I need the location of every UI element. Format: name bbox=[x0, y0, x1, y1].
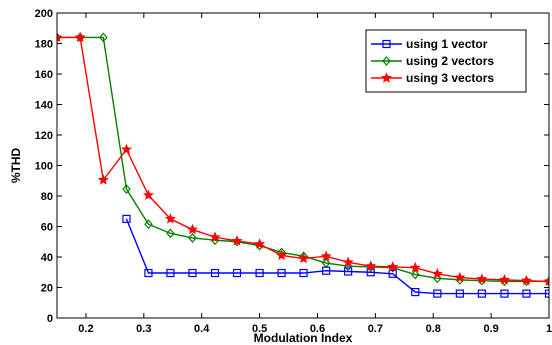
data-point bbox=[122, 184, 131, 195]
data-point bbox=[498, 274, 510, 285]
data-point bbox=[97, 174, 109, 185]
y-tick-label: 80 bbox=[41, 191, 53, 203]
legend-marker bbox=[382, 56, 391, 66]
y-axis-label: %THD bbox=[9, 148, 23, 184]
legend: using 1 vector using 2 vectors using 3 vec… bbox=[365, 29, 527, 93]
x-tick-label: 0.5 bbox=[252, 323, 267, 335]
legend-marker bbox=[382, 39, 391, 49]
data-point bbox=[476, 273, 488, 284]
data-point bbox=[299, 268, 308, 278]
y-tick-label: 140 bbox=[35, 100, 53, 112]
data-point bbox=[411, 287, 420, 297]
data-point bbox=[255, 268, 264, 278]
data-point bbox=[142, 189, 154, 200]
data-point bbox=[122, 214, 131, 223]
legend-label: using 2 vectors bbox=[406, 54, 494, 68]
data-point bbox=[144, 268, 153, 278]
data-point bbox=[455, 289, 464, 298]
data-point bbox=[210, 268, 220, 278]
data-point bbox=[254, 238, 266, 249]
data-point bbox=[544, 289, 549, 298]
data-point bbox=[365, 260, 377, 271]
x-tick-label: 0.9 bbox=[483, 323, 498, 335]
data-point bbox=[431, 267, 443, 279]
legend-marker bbox=[380, 72, 393, 83]
x-axis-label: Modulation Index bbox=[254, 331, 353, 345]
y-tick-label: 180 bbox=[35, 39, 53, 51]
data-point bbox=[209, 231, 221, 242]
data-point bbox=[74, 31, 86, 43]
data-point bbox=[231, 235, 243, 246]
data-point bbox=[320, 250, 332, 261]
legend-entry: using 1 vector bbox=[371, 37, 488, 51]
legend-entry: using 3 vectors bbox=[371, 71, 494, 85]
data-point bbox=[277, 268, 286, 278]
data-point bbox=[500, 289, 509, 298]
data-point bbox=[543, 275, 549, 287]
data-point bbox=[342, 256, 354, 268]
series-layer bbox=[57, 31, 549, 298]
data-point bbox=[387, 261, 399, 272]
data-point bbox=[57, 31, 63, 43]
data-point bbox=[477, 289, 486, 298]
data-point bbox=[144, 219, 153, 230]
ticks: 0.2 0.3 0.4 0.5 0.6 0.7 0.8 0.9 1 0 20 40 60 80 100 120… bbox=[35, 8, 552, 335]
x-tick-label: 0.3 bbox=[136, 323, 151, 335]
y-tick-label: 0 bbox=[47, 313, 53, 325]
y-tick-label: 20 bbox=[41, 283, 53, 295]
data-point bbox=[99, 32, 108, 43]
data-point bbox=[188, 233, 197, 243]
y-tick-label: 120 bbox=[35, 130, 53, 142]
data-point bbox=[186, 223, 198, 235]
data-point bbox=[276, 249, 288, 261]
y-tick-label: 40 bbox=[41, 252, 53, 264]
legend-entry: using 2 vectors bbox=[371, 54, 494, 68]
data-point bbox=[454, 271, 466, 283]
y-tick-label: 200 bbox=[35, 8, 53, 20]
data-point bbox=[344, 267, 353, 276]
data-point bbox=[166, 228, 175, 239]
data-point bbox=[164, 213, 176, 224]
series-using-1-vector bbox=[122, 214, 549, 298]
x-tick-label: 0.6 bbox=[310, 323, 325, 335]
data-point bbox=[120, 143, 132, 155]
series-using-3-vectors bbox=[57, 31, 549, 287]
legend-label: using 1 vector bbox=[406, 37, 488, 51]
data-point bbox=[410, 269, 420, 280]
x-tick-label: 0.8 bbox=[426, 323, 441, 335]
x-tick-label: 0.4 bbox=[194, 323, 210, 335]
data-point bbox=[298, 252, 310, 264]
y-tick-label: 160 bbox=[35, 69, 53, 81]
data-point bbox=[366, 268, 375, 277]
data-point bbox=[188, 268, 197, 278]
y-tick-label: 60 bbox=[41, 222, 53, 234]
data-point bbox=[232, 268, 242, 278]
y-tick-label: 100 bbox=[35, 161, 53, 173]
data-point bbox=[166, 268, 175, 278]
x-tick-label: 0.7 bbox=[368, 323, 383, 335]
legend-label: using 3 vectors bbox=[406, 71, 494, 85]
data-point bbox=[433, 289, 442, 298]
data-point bbox=[388, 269, 397, 278]
data-point bbox=[520, 274, 532, 286]
x-tick-label: 1 bbox=[546, 323, 552, 335]
data-point bbox=[409, 261, 421, 273]
data-point bbox=[322, 266, 331, 275]
data-point bbox=[522, 289, 531, 298]
x-tick-label: 0.2 bbox=[78, 323, 93, 335]
